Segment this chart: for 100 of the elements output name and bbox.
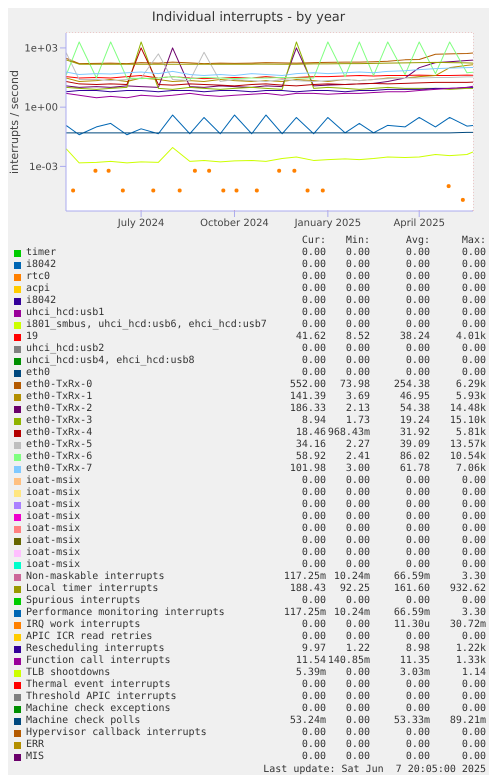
text: 30.72m <box>450 619 486 631</box>
text: 2.13 <box>346 403 370 415</box>
legend-label: Function call interrupts <box>26 655 170 667</box>
text: 3.30 <box>462 607 486 619</box>
text: 0.00 <box>406 307 430 319</box>
text: 1.73 <box>346 415 370 427</box>
text: 3.30 <box>462 571 486 583</box>
text: 0.00 <box>346 523 370 535</box>
text: 0.00 <box>462 727 486 739</box>
text: 0.00 <box>346 319 370 331</box>
point <box>254 188 259 193</box>
legend-label: TLB shootdowns <box>26 667 110 679</box>
text: 6.29k <box>456 379 486 391</box>
legend-label: Machine check exceptions <box>26 703 170 715</box>
point <box>120 188 125 193</box>
line-series <box>66 41 473 80</box>
y-axis-title: interrupts / second <box>8 70 21 174</box>
text: 0.00 <box>346 283 370 295</box>
legend-label: ioat-msix <box>26 535 80 547</box>
text: 13.57k <box>450 439 486 451</box>
text: 89.21m <box>450 715 486 727</box>
legend-label: i8042 <box>26 259 56 271</box>
text: 0.00 <box>346 271 370 283</box>
text: 5.39m <box>296 667 326 679</box>
legend-label: eth0 <box>26 367 50 379</box>
text: 932.62 <box>450 583 486 595</box>
x-tick-label: April 2025 <box>393 218 445 230</box>
text: 46.95 <box>400 391 430 403</box>
text: 14.48k <box>450 403 486 415</box>
legend-label: ERR <box>26 739 44 751</box>
text: 0.00 <box>462 679 486 691</box>
y-tick-label: 1e+00 <box>24 102 58 114</box>
legend-label: acpi <box>26 283 50 295</box>
text: 8.94 <box>302 415 326 427</box>
text: 0.00 <box>346 367 370 379</box>
text: 0.00 <box>462 247 486 259</box>
text: 0.00 <box>346 691 370 703</box>
text: 1.33k <box>456 655 486 667</box>
text: 0.00 <box>302 343 326 355</box>
text: 0.00 <box>302 247 326 259</box>
text: 0.00 <box>462 259 486 271</box>
legend-label: eth0-TxRx-5 <box>26 439 92 451</box>
text: 0.00 <box>406 523 430 535</box>
point <box>277 168 282 173</box>
text: 0.00 <box>462 631 486 643</box>
text: 254.38 <box>394 379 430 391</box>
text: 0.00 <box>406 259 430 271</box>
text: 0.00 <box>462 559 486 571</box>
text: 31.92 <box>400 427 430 439</box>
text: 5.81k <box>456 427 486 439</box>
text: 0.00 <box>462 499 486 511</box>
text: 3.69 <box>346 391 370 403</box>
text: 0.00 <box>302 511 326 523</box>
text: 0.00 <box>406 475 430 487</box>
legend-label: eth0-TxRx-6 <box>26 451 92 463</box>
legend-label: Local timer interrupts <box>26 583 158 595</box>
text: 0.00 <box>302 355 326 367</box>
text: 0.00 <box>406 283 430 295</box>
legend-label: eth0-TxRx-2 <box>26 403 92 415</box>
text: 5.93k <box>456 391 486 403</box>
x-tick-label: July 2024 <box>116 218 164 230</box>
text: 11.30u <box>394 619 430 631</box>
text: 0.00 <box>346 475 370 487</box>
text: 0.00 <box>302 535 326 547</box>
text: 39.09 <box>400 439 430 451</box>
text: 0.00 <box>406 511 430 523</box>
text: 0.00 <box>462 367 486 379</box>
legend-label: i8042 <box>26 295 56 307</box>
text: 10.24m <box>334 571 370 583</box>
legend-label: eth0-TxRx-0 <box>26 379 92 391</box>
text: 0.00 <box>462 691 486 703</box>
y-tick-label: 1e+03 <box>24 43 58 54</box>
text: 0.00 <box>462 751 486 763</box>
text: 0.00 <box>302 595 326 607</box>
text: 0.00 <box>462 487 486 499</box>
text: 0.00 <box>346 259 370 271</box>
legend-label: Machine check polls <box>26 715 140 727</box>
text: 0.00 <box>406 703 430 715</box>
legend-label: ioat-msix <box>26 475 80 487</box>
text: 0.00 <box>302 499 326 511</box>
text: 0.00 <box>302 559 326 571</box>
text: 0.00 <box>406 679 430 691</box>
text: 552.00 <box>290 379 326 391</box>
text: 0.00 <box>302 367 326 379</box>
text: Avg: <box>406 235 430 246</box>
text: 0.00 <box>462 523 486 535</box>
point <box>320 188 325 193</box>
text: 161.60 <box>394 583 430 595</box>
text: 0.00 <box>346 547 370 559</box>
legend-label: Threshold APIC interrupts <box>26 691 177 703</box>
text: 0.00 <box>346 631 370 643</box>
text: Max: <box>462 235 486 246</box>
text: 53.24m <box>290 715 326 727</box>
text: 4.01k <box>456 331 486 343</box>
text: 0.00 <box>406 751 430 763</box>
text: Min: <box>346 235 370 246</box>
text: 10.54k <box>450 451 486 463</box>
text: 0.00 <box>346 727 370 739</box>
line-series <box>66 147 473 164</box>
text: 0.00 <box>462 343 486 355</box>
